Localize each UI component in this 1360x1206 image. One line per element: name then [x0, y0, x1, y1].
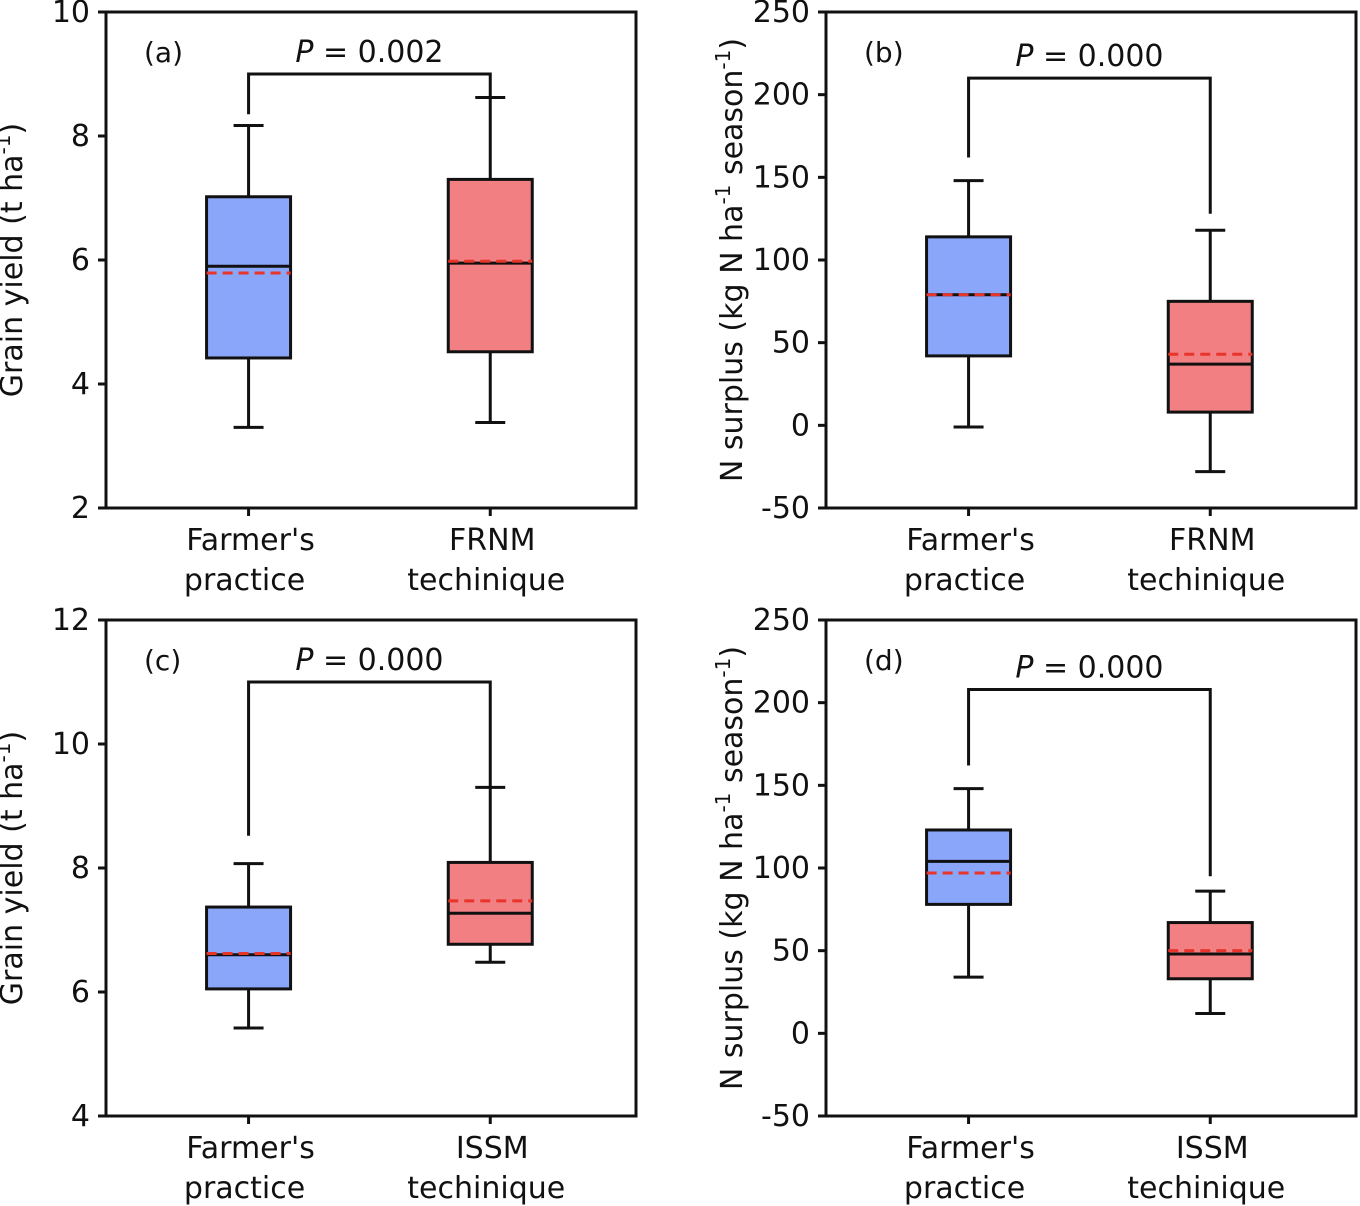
y-tick-label: 200 — [753, 78, 810, 113]
y-tick-label: 50 — [772, 326, 810, 361]
p-value-text: = 0.000 — [1033, 650, 1163, 685]
y-tick-label: 12 — [52, 603, 90, 638]
p-value-text: = 0.000 — [1033, 39, 1163, 74]
p-symbol: P — [1015, 39, 1034, 74]
p-value-label: P = 0.000 — [295, 643, 443, 678]
y-tick-label: 150 — [753, 160, 810, 195]
p-value-text: = 0.000 — [313, 643, 443, 678]
box-technique: ISSM techinique — [1127, 889, 1285, 1206]
p-value-label: P = 0.002 — [295, 35, 443, 70]
y-tick-label: 0 — [791, 408, 810, 443]
p-value-label: P = 0.000 — [1015, 650, 1163, 685]
box-farmers-practice: Farmer's practice — [904, 179, 1035, 598]
x-category-label-line1: Farmer's — [186, 523, 315, 558]
x-category-label-line2: techinique — [1127, 563, 1285, 598]
p-symbol: P — [295, 35, 314, 70]
x-category-label-line1: ISSM — [456, 1131, 529, 1166]
y-tick-label: 100 — [753, 851, 810, 886]
x-category-label-line1: FRNM — [449, 523, 535, 558]
x-category-label-line1: FRNM — [1169, 523, 1255, 558]
iqr-box — [205, 905, 293, 991]
panel-label: (c) — [144, 644, 181, 677]
x-category-label-line1: Farmer's — [906, 1131, 1035, 1166]
x-category-label-line2: practice — [904, 1171, 1025, 1206]
significance-bracket — [967, 687, 1212, 877]
y-tick-label: 250 — [753, 0, 810, 30]
iqr-box — [446, 177, 534, 354]
panel-label: (a) — [144, 36, 183, 69]
significance-bracket — [247, 680, 492, 836]
y-tick-label: 0 — [791, 1016, 810, 1051]
panel-c: 4 6 8 10 12 Farmer's practice ISSM techinique P =… — [0, 603, 638, 1206]
y-tick-label: 6 — [71, 975, 90, 1010]
x-category-label-line2: techinique — [407, 563, 565, 598]
y-tick-label: -50 — [761, 491, 810, 526]
x-category-label-line2: techinique — [407, 1171, 565, 1206]
box-technique: ISSM techinique — [407, 785, 565, 1206]
y-tick-label: -50 — [761, 1099, 810, 1134]
p-symbol: P — [295, 643, 314, 678]
x-category-label-line1: Farmer's — [906, 523, 1035, 558]
x-category-label-line1: Farmer's — [186, 1131, 315, 1166]
panel-b: -50 0 50 100 150 200 250 Farmer's practice FRNM te… — [711, 0, 1358, 598]
x-category-label-line2: practice — [184, 1171, 305, 1206]
y-axis-title: Grain yield (t ha-1) — [0, 731, 30, 1005]
y-tick-label: 200 — [753, 686, 810, 721]
p-value-label: P = 0.000 — [1015, 39, 1163, 74]
x-category-label-line2: techinique — [1127, 1171, 1285, 1206]
p-value-text: = 0.002 — [313, 35, 443, 70]
y-tick-label: 250 — [753, 603, 810, 638]
y-axis-title: N surplus (kg N ha-1 season-1) — [711, 646, 750, 1090]
plot-frame — [824, 10, 1358, 510]
plot-frame — [104, 10, 638, 510]
iqr-box — [205, 195, 293, 360]
panel-label: (d) — [864, 644, 904, 677]
box-technique: FRNM techinique — [407, 96, 565, 598]
y-tick-label: 4 — [71, 367, 90, 402]
plot-frame — [824, 618, 1358, 1118]
iqr-box — [925, 828, 1013, 906]
y-tick-label: 10 — [52, 727, 90, 762]
y-tick-label: 100 — [753, 243, 810, 278]
y-tick-label: 10 — [52, 0, 90, 30]
panel-a: 2 4 6 8 10 Farmer's practice FRNM techinique P = … — [0, 0, 638, 598]
y-tick-label: 8 — [71, 119, 90, 154]
x-category-label-line2: practice — [904, 563, 1025, 598]
box-farmers-practice: Farmer's practice — [184, 123, 315, 598]
y-tick-label: 2 — [71, 491, 90, 526]
y-tick-label: 6 — [71, 243, 90, 278]
panel-label: (b) — [864, 36, 904, 69]
box-farmers-practice: Farmer's practice — [184, 862, 315, 1206]
box-farmers-practice: Farmer's practice — [904, 787, 1035, 1206]
x-category-label-line2: practice — [184, 563, 305, 598]
panel-d: -50 0 50 100 150 200 250 Farmer's practice ISSM te… — [711, 603, 1358, 1206]
y-axis-title: N surplus (kg N ha-1 season-1) — [711, 38, 750, 482]
plot-frame — [104, 618, 638, 1118]
significance-bracket — [247, 72, 492, 115]
p-symbol: P — [1015, 650, 1034, 685]
iqr-box — [1166, 299, 1254, 414]
y-axis-title: Grain yield (t ha-1) — [0, 123, 30, 397]
y-tick-label: 4 — [71, 1099, 90, 1134]
y-tick-label: 8 — [71, 851, 90, 886]
iqr-box — [925, 235, 1013, 358]
y-tick-label: 50 — [772, 934, 810, 969]
y-tick-label: 150 — [753, 768, 810, 803]
significance-bracket — [967, 76, 1212, 214]
x-category-label-line1: ISSM — [1176, 1131, 1249, 1166]
iqr-box — [446, 860, 534, 946]
box-technique: FRNM techinique — [1127, 228, 1285, 598]
